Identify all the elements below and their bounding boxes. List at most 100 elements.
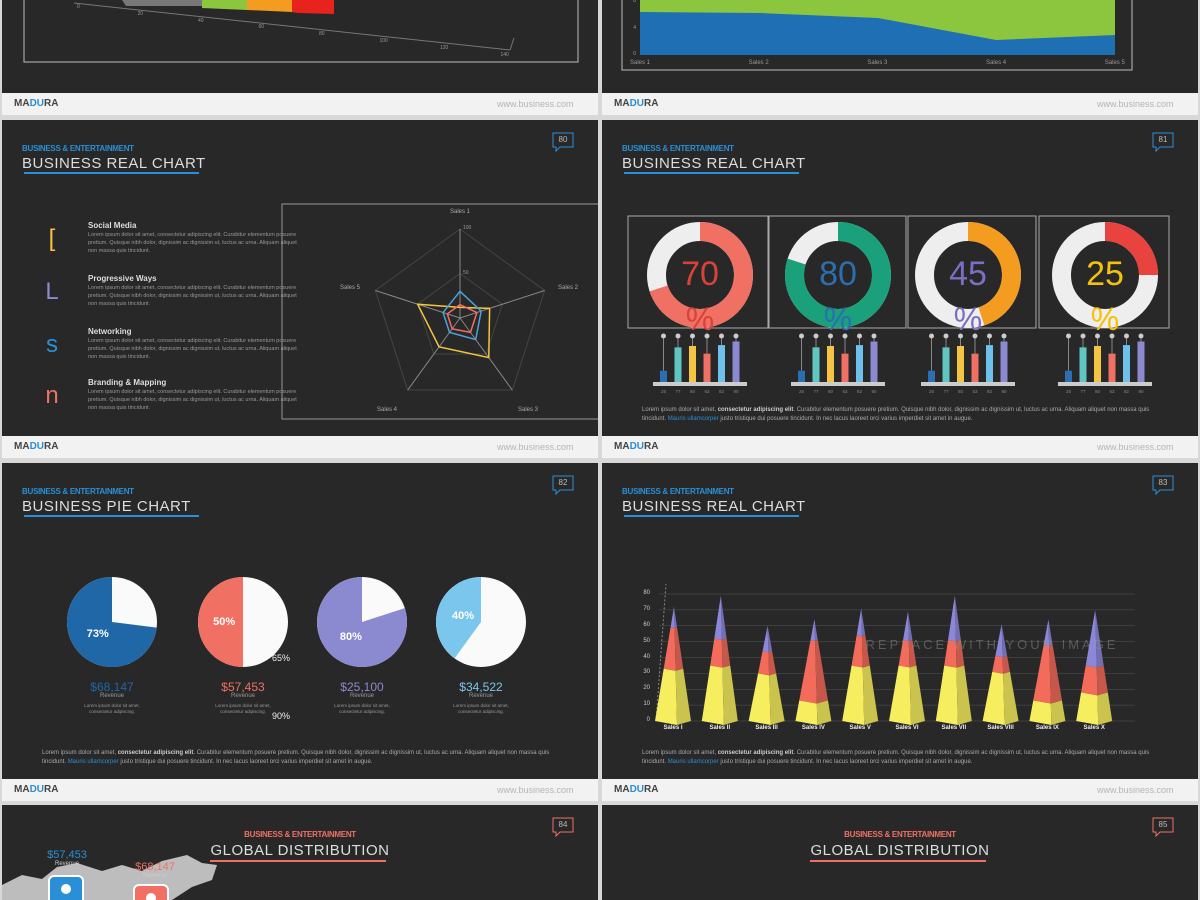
slide: BUSINESS & ENTERTAINMENT GLOBAL DISTRIBUT… (602, 805, 1198, 900)
pyramid-face (842, 665, 865, 725)
footer-url: www.business.com (497, 99, 574, 109)
brand-part: DU (29, 784, 45, 795)
pie-label: 40% (452, 610, 475, 623)
bar-value-label: 63 (1109, 389, 1115, 394)
lollipop-head (1080, 333, 1086, 339)
pyramid-face (861, 608, 866, 637)
amount: $25,100 (340, 680, 384, 694)
pyramid-face (889, 665, 911, 725)
pyramid-face (955, 640, 965, 668)
page-number-bubble (552, 132, 574, 153)
brand-part: MA (14, 784, 30, 795)
lollipop-head (1109, 333, 1115, 339)
x-tick-label: Sales I (663, 725, 683, 731)
amount-caption: Revenue (349, 693, 375, 699)
bar (928, 370, 935, 382)
brand-logo: MADURA (14, 98, 58, 109)
lollipop-head (675, 333, 681, 339)
slide: 8 4 0 Sales 1 Sales 2 Sales 3 Sales 4 Sales 5 (602, 0, 1198, 93)
donut-value: 80 (819, 255, 857, 293)
bar-value-label: 82 (718, 389, 724, 394)
footer-url: www.business.com (1097, 785, 1174, 795)
axis-tick-label: 0 (77, 4, 80, 10)
brand-part: DU (629, 441, 645, 452)
x-tick-label: Sales 2 (748, 60, 769, 66)
slide-graphics (624, 132, 1174, 386)
pyramid-face (1096, 665, 1108, 696)
page-number-bubble (1152, 817, 1174, 838)
pyramid-segment (748, 673, 785, 725)
bar-value-label: 77 (1080, 389, 1086, 394)
bar-value-label: 90 (1138, 389, 1144, 394)
stat-label: Revenue (54, 861, 80, 867)
body-paragraph: Lorem ipsum dolor sit amet, consectetur … (642, 406, 1162, 424)
pyramid-face (1049, 644, 1062, 704)
y-tick-label: 40 (643, 653, 650, 660)
radar-axis (407, 317, 461, 391)
stat-amount: $57,453 (47, 849, 87, 861)
slide-title: GLOBAL DISTRIBUTION (210, 842, 390, 859)
pyramid-face (898, 640, 910, 668)
bar-value-label: 77 (813, 389, 819, 394)
pyramid-segment (670, 606, 678, 629)
lollipop-head (828, 333, 833, 339)
pyramid-segment (992, 655, 1010, 674)
pie-label: 80% (339, 631, 362, 644)
pyramid-face (799, 640, 817, 704)
brand-logo: MADURA (614, 98, 658, 109)
pyramid-face (908, 611, 913, 642)
item-icon: L (45, 278, 59, 305)
kicker: BUSINESS & ENTERTAINMENT (244, 830, 356, 839)
brand-part: MA (614, 98, 630, 109)
pyramid-face (909, 665, 925, 725)
paragraph-part: justo tristique dui posuere tincidunt. I… (118, 759, 373, 765)
kicker: BUSINESS & ENTERTAINMENT (22, 144, 134, 153)
lollipop-head (813, 333, 819, 339)
bar-value-label: 25 (1065, 389, 1071, 394)
bar-value-label: 82 (986, 389, 992, 394)
axis-line (509, 37, 515, 51)
y-tick-label: 8 (633, 0, 636, 4)
pyramid-face (856, 608, 862, 637)
paragraph-part: Mauris ullamcorper (667, 759, 719, 765)
x-tick-label: Sales 5 (1104, 60, 1125, 66)
amount: $34,522 (459, 680, 503, 694)
bar-strip (247, 0, 292, 12)
pyramid-face (1002, 655, 1010, 674)
slide: BUSINESS & ENTERTAINMENT BUSINESS PIE CHA… (2, 463, 598, 779)
item-icon: [ (48, 225, 56, 252)
map-marker-icon (61, 884, 71, 894)
lollipop-head (719, 333, 724, 339)
radar-series (442, 290, 482, 341)
radar-axis-label: Sales 4 (376, 407, 397, 413)
radar-series (416, 303, 491, 359)
pyramid-segment (944, 640, 965, 668)
lollipop-head (987, 333, 992, 339)
bar (718, 345, 725, 382)
x-tick-label: Sales II (709, 725, 731, 731)
brand-part: DU (629, 784, 645, 795)
radar-shape (442, 290, 482, 341)
pyramid-face (674, 627, 684, 671)
slide-graphics (24, 475, 574, 667)
bar-value-label: 77 (943, 389, 949, 394)
item-heading: Networking (88, 327, 132, 336)
brand-part: MA (14, 441, 30, 452)
radar-axis-label: Sales 2 (557, 285, 578, 291)
y-tick-label: 0 (633, 51, 636, 57)
pyramid-face (954, 595, 961, 642)
pyramid-face (710, 638, 723, 668)
axis-tick-label: 20 (137, 10, 144, 17)
pyramid-segment (710, 638, 731, 668)
area-layer (640, 12, 1115, 55)
y-tick-label: 30 (643, 669, 650, 676)
slide-title: GLOBAL DISTRIBUTION (810, 842, 990, 859)
pyramid-segment (1076, 692, 1113, 725)
kicker: BUSINESS & ENTERTAINMENT (844, 830, 956, 839)
footer-url: www.business.com (497, 442, 574, 452)
bar (1137, 341, 1145, 382)
bar (942, 347, 950, 382)
bar-strip (122, 0, 202, 6)
pie-label: 50% (213, 616, 236, 628)
